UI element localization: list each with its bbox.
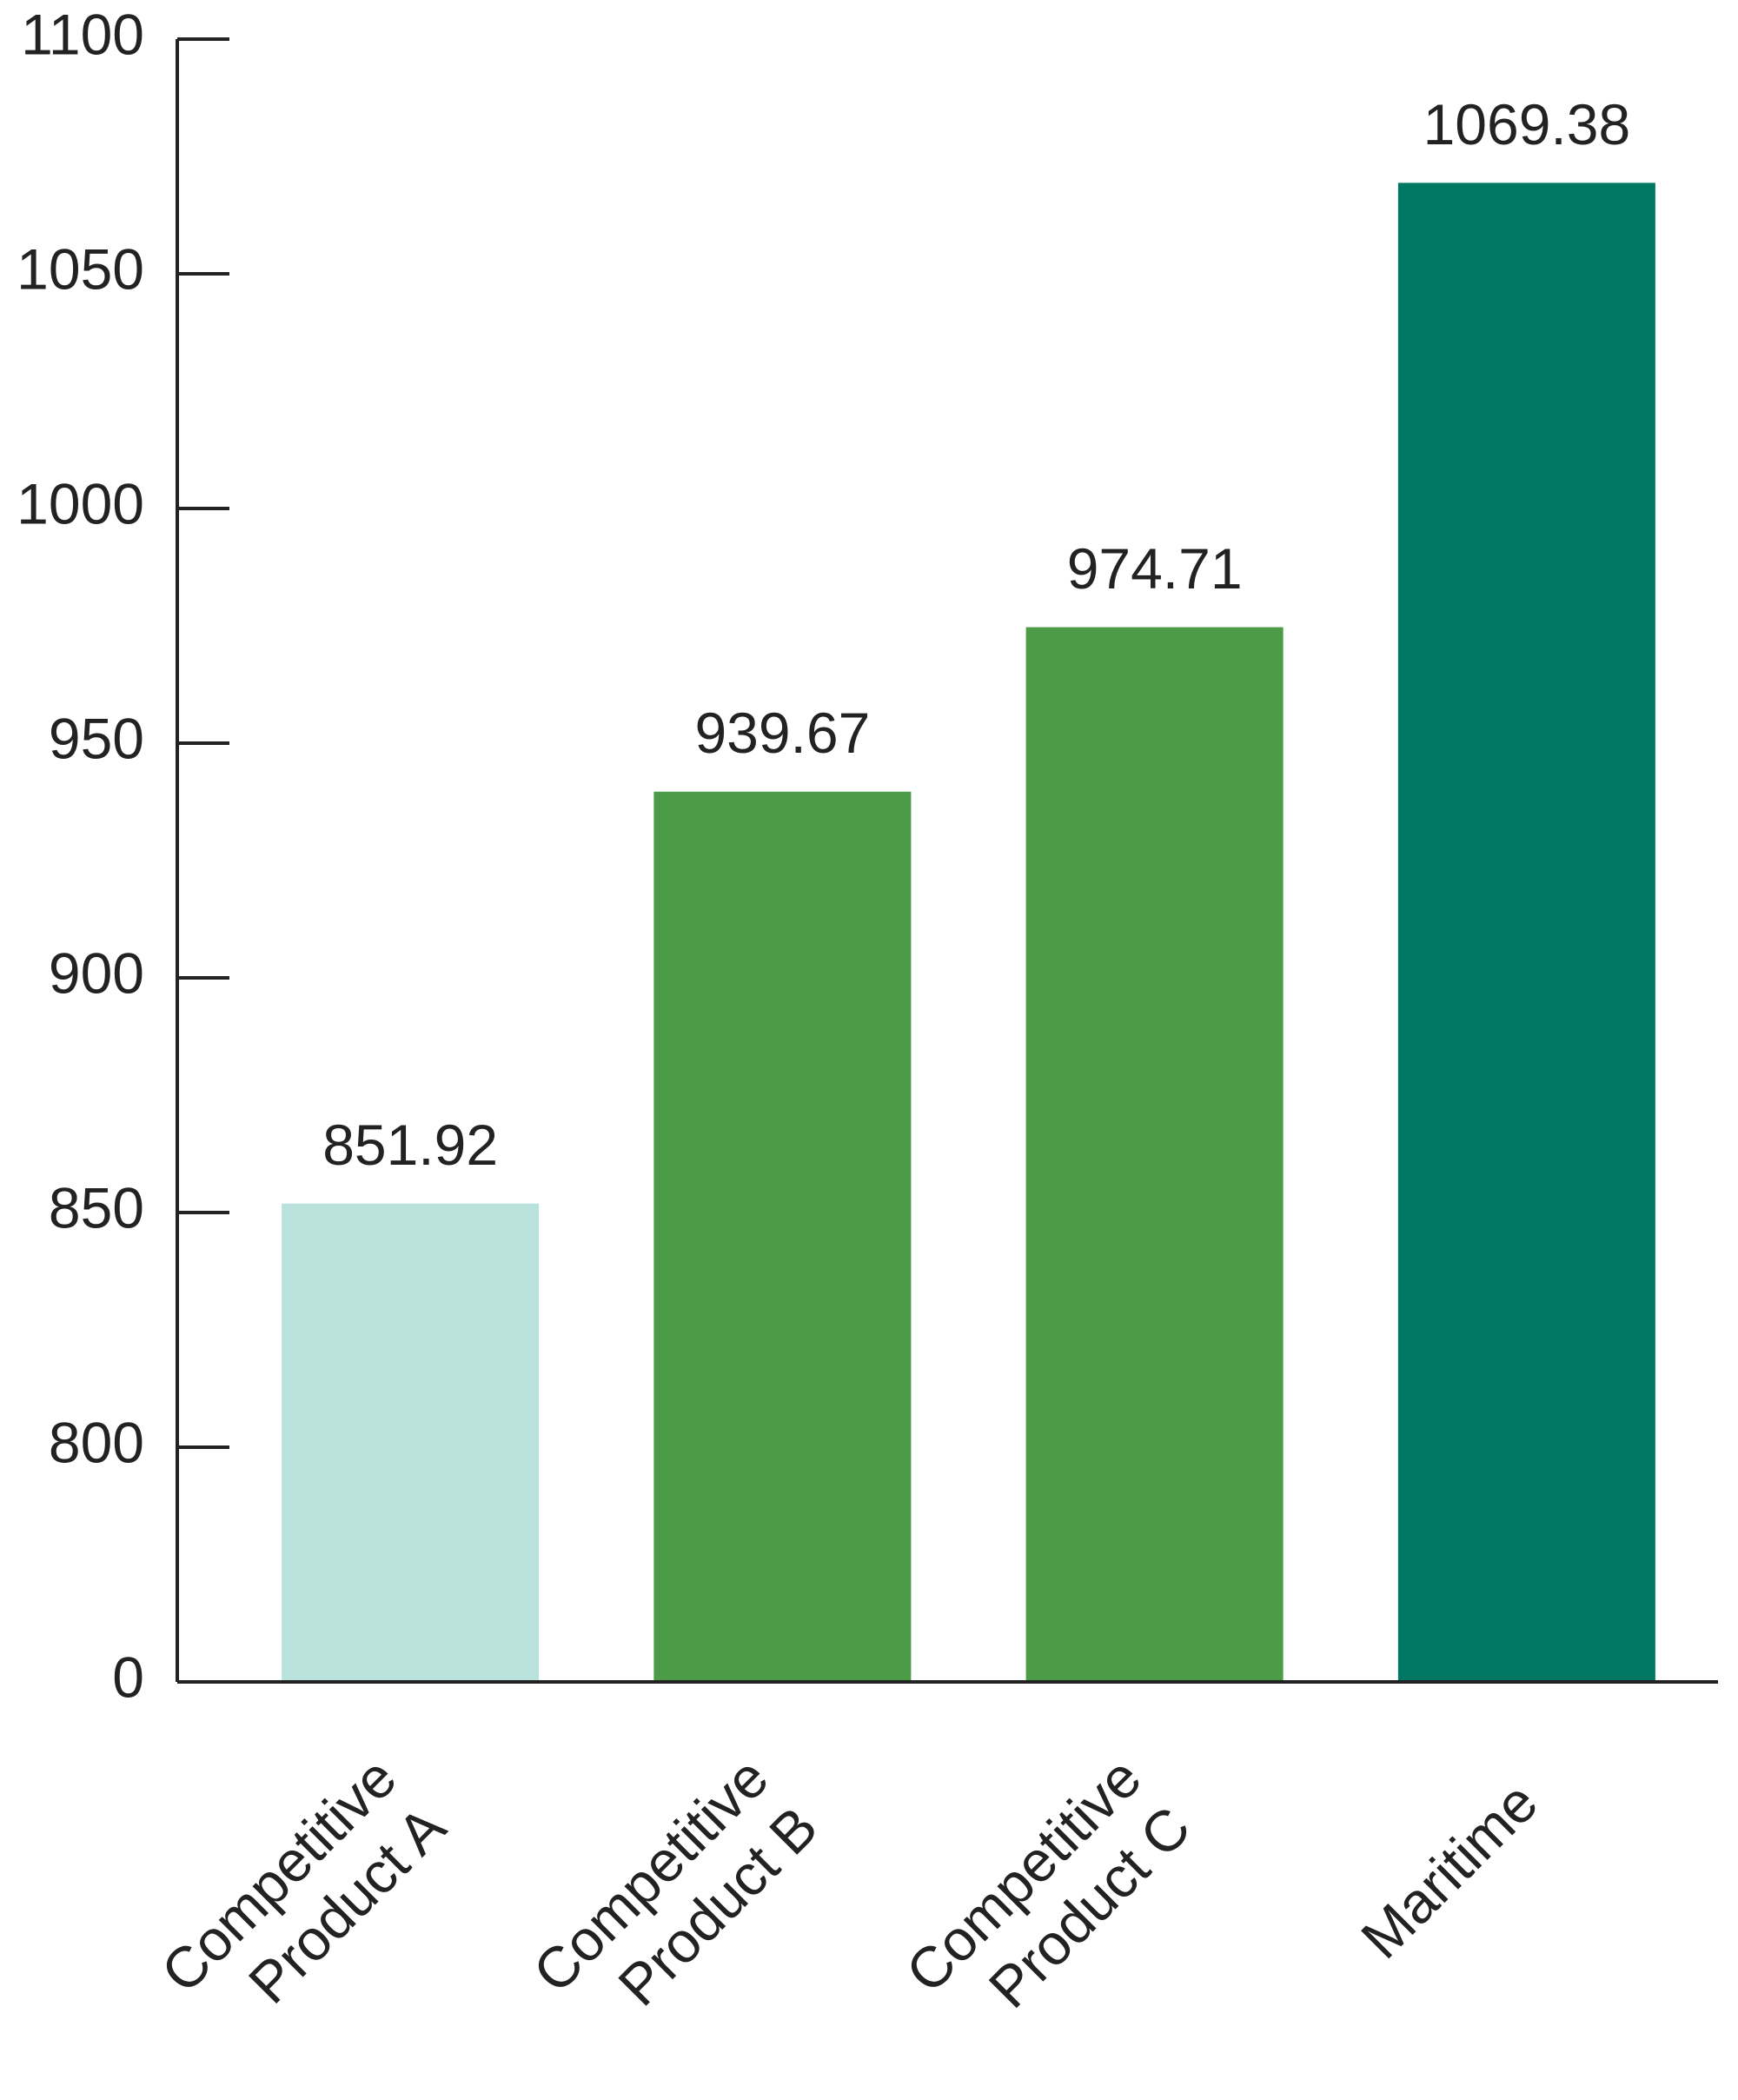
chart: 0 800 850 900 950 1000 1050 1100 851.92 939.67 974… — [17, 2, 1718, 1709]
y-tick-label: 1050 — [17, 236, 144, 301]
value-label: 974.71 — [1067, 536, 1243, 601]
bar — [1025, 627, 1284, 1683]
value-label: 1069.38 — [1423, 92, 1631, 156]
y-tick-label: 850 — [49, 1175, 144, 1239]
y-tick-label: 950 — [49, 706, 144, 770]
value-label: 851.92 — [322, 1113, 498, 1177]
bar — [1397, 183, 1655, 1682]
y-tick-label: 0 — [112, 1645, 144, 1709]
bar — [282, 1203, 540, 1682]
page: 0 800 850 900 950 1000 1050 1100 851.92 939.67 974… — [17, 2, 1718, 2020]
y-tick-label: 800 — [49, 1410, 144, 1474]
y-tick-label: 1000 — [17, 471, 144, 535]
y-tick-label: 900 — [49, 940, 144, 1005]
bar — [653, 791, 912, 1682]
y-tick-label: 1100 — [21, 2, 144, 66]
value-label: 939.67 — [694, 701, 870, 765]
